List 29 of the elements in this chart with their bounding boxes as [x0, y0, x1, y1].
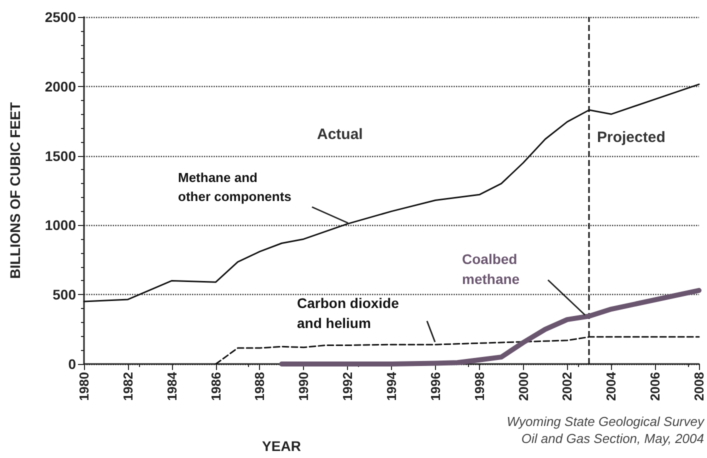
- text: Wyoming State Geological Survey Oil and Gas Section, May, 2004: [506, 414, 706, 446]
- x-tick-label: 1984: [164, 371, 180, 401]
- y-axis-title: BILLIONS OF CUBIC FEET: [7, 102, 23, 279]
- y-tick-label: 2000: [44, 78, 76, 94]
- text: Methane and other components: [178, 170, 292, 204]
- y-tick-label: 1500: [44, 148, 76, 164]
- y-tick-label: 0: [68, 356, 76, 372]
- y-tick-label: 2500: [44, 9, 76, 25]
- x-tick-label: 2002: [560, 372, 575, 401]
- x-tick-label: 1982: [120, 372, 136, 401]
- x-tick-label: 2006: [648, 372, 663, 401]
- x-tick-label: 2004: [604, 371, 619, 401]
- x-tick-label: 1998: [472, 372, 487, 401]
- series-label: Carbon dioxide and helium: [297, 295, 400, 331]
- text: Coalbed methane: [462, 251, 520, 287]
- x-tick-label: 1994: [384, 371, 399, 401]
- x-tick-label: 1986: [208, 372, 224, 401]
- y-tick-label: 500: [52, 286, 76, 303]
- annotation: Actual: [317, 126, 363, 143]
- x-tick-label: 2008: [692, 372, 706, 401]
- annotation: Projected: [597, 129, 666, 146]
- x-tick-label: 1992: [340, 372, 356, 401]
- x-tick-label: 1980: [76, 372, 92, 401]
- y-tick-label: 1000: [44, 217, 76, 234]
- x-axis-title: YEAR: [262, 438, 301, 454]
- x-tick-label: 2000: [516, 372, 531, 401]
- x-tick-label: 1988: [252, 372, 268, 401]
- x-tick-label: 1990: [296, 372, 312, 401]
- x-tick-label: 1996: [428, 372, 443, 401]
